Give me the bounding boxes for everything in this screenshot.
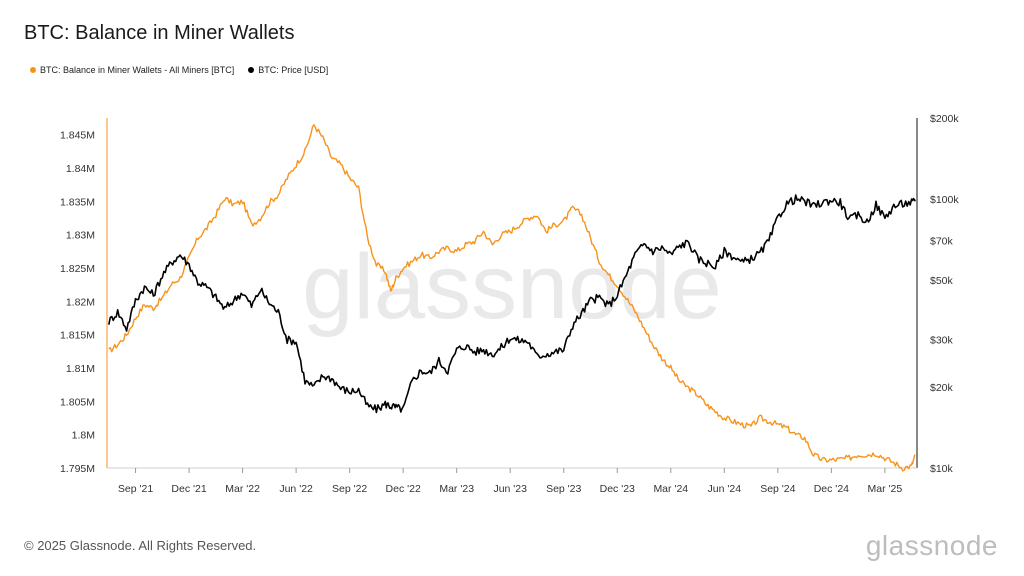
- legend-label-price: BTC: Price [USD]: [258, 65, 329, 75]
- right-tick-label: $70k: [930, 236, 954, 248]
- right-y-axis: $10k $20k $30k $50k $70k $100k $200k: [916, 113, 959, 475]
- x-tick-label: Mar '23: [439, 483, 474, 495]
- chart-title: BTC: Balance in Miner Wallets: [24, 22, 295, 44]
- right-tick-label: $20k: [930, 382, 954, 394]
- left-tick-label: 1.8M: [72, 430, 95, 442]
- x-tick-label: Dec '23: [600, 483, 635, 495]
- right-tick-label: $50k: [930, 275, 954, 287]
- left-tick-label: 1.825M: [60, 263, 95, 275]
- left-y-axis: 1.795M 1.8M 1.805M 1.81M 1.815M 1.82M 1.825M 1.…: [60, 118, 108, 475]
- x-tick-label: Sep '22: [332, 483, 367, 495]
- right-tick-label: $10k: [930, 463, 954, 475]
- x-tick-label: Mar '25: [868, 483, 903, 495]
- x-tick-label: Jun '22: [279, 483, 313, 495]
- x-tick-label: Mar '24: [653, 483, 688, 495]
- legend-item-miner-balance[interactable]: BTC: Balance in Miner Wallets - All Mine…: [30, 65, 234, 75]
- x-tick-label: Sep '24: [760, 483, 795, 495]
- right-tick-label: $30k: [930, 335, 954, 347]
- series-line-price: [108, 194, 916, 414]
- x-tick-label: Jun '23: [493, 483, 527, 495]
- left-tick-label: 1.83M: [66, 230, 95, 242]
- x-tick-label: Dec '21: [171, 483, 206, 495]
- series-layer: [108, 124, 916, 472]
- left-tick-label: 1.84M: [66, 163, 95, 175]
- x-axis: Sep '21 Dec '21 Mar '22 Jun '22 Sep '22 Dec '…: [107, 467, 917, 495]
- x-tick-label: Sep '21: [118, 483, 153, 495]
- glassnode-logo: glassnode: [865, 530, 998, 561]
- left-tick-label: 1.81M: [66, 363, 95, 375]
- right-tick-label: $200k: [930, 113, 959, 125]
- left-tick-label: 1.795M: [60, 463, 95, 475]
- x-tick-label: Mar '22: [225, 483, 260, 495]
- x-tick-label: Dec '22: [386, 483, 421, 495]
- left-tick-label: 1.82M: [66, 296, 95, 308]
- left-tick-label: 1.815M: [60, 330, 95, 342]
- series-line-miner-balance: [108, 124, 916, 472]
- legend-dot-price: [248, 67, 255, 73]
- x-tick-label: Dec '24: [814, 483, 849, 495]
- right-tick-label: $100k: [930, 194, 959, 206]
- legend-dot-miner-balance: [30, 67, 36, 73]
- watermark: glassnode: [302, 236, 721, 338]
- x-tick-label: Sep '23: [546, 483, 581, 495]
- left-tick-label: 1.805M: [60, 396, 95, 408]
- left-tick-label: 1.845M: [60, 130, 95, 142]
- legend-label-miner-balance: BTC: Balance in Miner Wallets - All Mine…: [40, 65, 235, 75]
- x-tick-label: Jun '24: [708, 483, 742, 495]
- copyright-footer: © 2025 Glassnode. All Rights Reserved.: [24, 538, 257, 553]
- legend-item-price[interactable]: BTC: Price [USD]: [248, 65, 328, 75]
- left-tick-label: 1.835M: [60, 196, 95, 208]
- chart-legend: BTC: Balance in Miner Wallets - All Mine…: [30, 65, 328, 75]
